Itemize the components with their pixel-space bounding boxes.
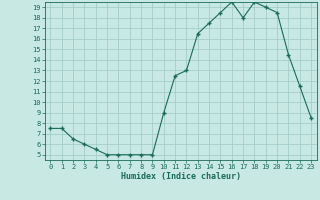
X-axis label: Humidex (Indice chaleur): Humidex (Indice chaleur) bbox=[121, 172, 241, 181]
